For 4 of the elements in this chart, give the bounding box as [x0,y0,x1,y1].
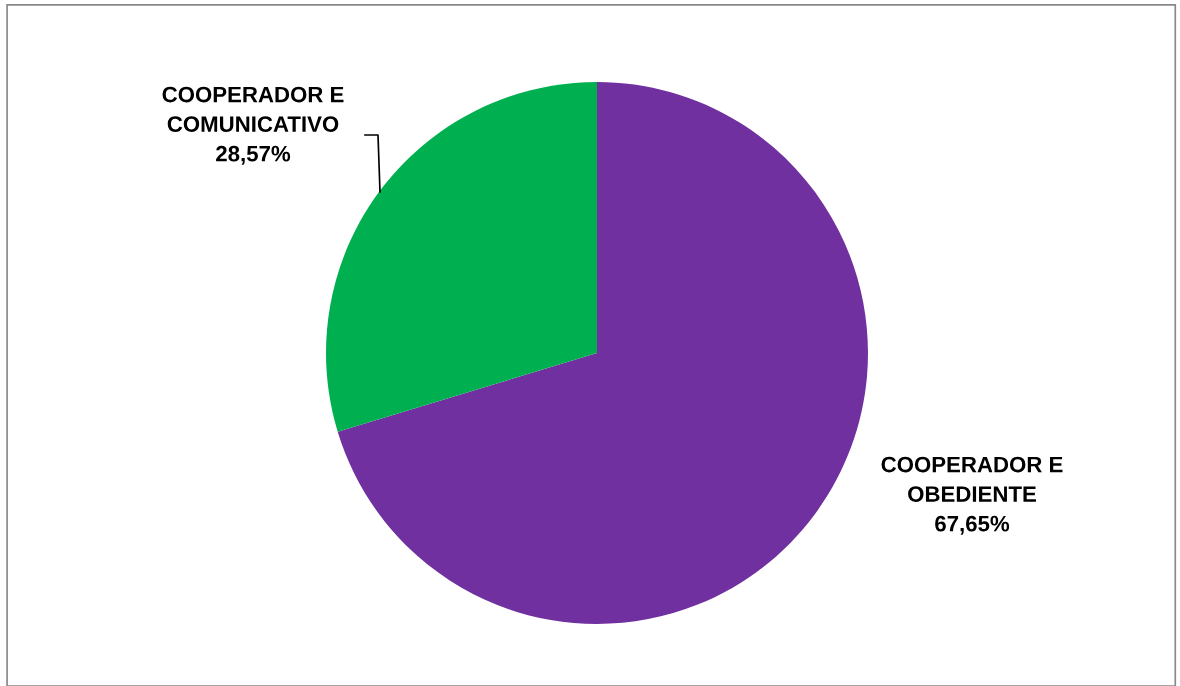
slice-label: COOPERADOR E COMUNICATIVO [162,86,344,132]
data-label: 67,65% [935,515,1010,535]
data-label: 28,57% [216,145,291,165]
slice-label: COOPERADOR E OBEDIENTE [881,456,1063,502]
